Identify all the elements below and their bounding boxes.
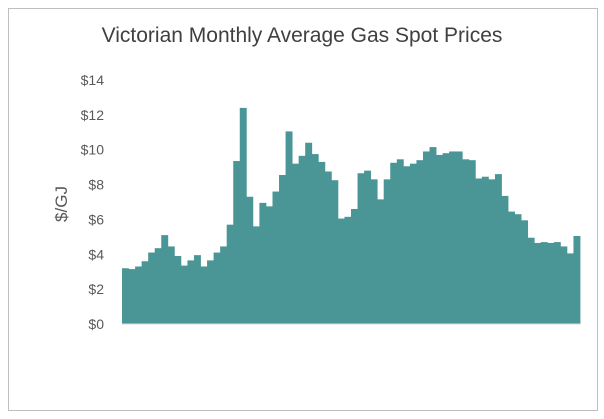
bar xyxy=(187,260,195,324)
bar xyxy=(122,268,129,324)
bar xyxy=(364,170,372,324)
bar xyxy=(573,235,581,324)
bar xyxy=(161,235,169,324)
bar xyxy=(298,155,306,324)
bar xyxy=(246,196,254,324)
bar xyxy=(396,159,404,324)
bar xyxy=(337,218,345,324)
y-tick-label: $8 xyxy=(88,177,104,193)
y-tick-label: $4 xyxy=(88,246,104,262)
bar xyxy=(239,107,247,324)
bar xyxy=(403,166,411,324)
bar xyxy=(259,202,267,324)
bar xyxy=(377,199,385,324)
bar xyxy=(357,173,365,324)
bar xyxy=(429,147,437,324)
bar xyxy=(449,151,457,324)
bar xyxy=(494,174,502,324)
bar xyxy=(534,242,542,324)
bar xyxy=(200,266,208,324)
y-tick-label: $12 xyxy=(81,107,105,123)
bar xyxy=(265,206,273,324)
y-tick-label: $0 xyxy=(88,316,104,332)
bar xyxy=(462,159,470,324)
chart-title: Victorian Monthly Average Gas Spot Price… xyxy=(101,24,503,47)
y-axis-ticks: $0 $2 $4 $6 $8 $10 $12 $14 xyxy=(81,72,105,332)
bar xyxy=(436,154,443,324)
bar xyxy=(292,163,300,324)
bar xyxy=(135,266,143,324)
bar xyxy=(167,246,175,324)
bars xyxy=(122,107,581,324)
bar xyxy=(553,242,561,324)
bar xyxy=(180,265,188,324)
bar xyxy=(508,211,515,324)
bar xyxy=(560,246,568,324)
bar xyxy=(475,178,483,324)
bar xyxy=(370,179,378,324)
bar xyxy=(305,142,313,324)
bar xyxy=(272,191,280,324)
bar xyxy=(154,248,162,324)
bar xyxy=(279,174,286,324)
bar xyxy=(501,195,509,324)
bar xyxy=(233,161,241,324)
bar xyxy=(174,256,182,324)
bar xyxy=(351,208,358,324)
bar xyxy=(409,163,417,324)
bar xyxy=(285,131,293,324)
bar xyxy=(442,153,450,324)
bar xyxy=(468,160,476,324)
bar xyxy=(220,246,228,324)
bar xyxy=(514,214,522,324)
bar xyxy=(481,176,489,324)
y-tick-label: $6 xyxy=(88,211,104,227)
bar xyxy=(252,226,260,324)
y-tick-label: $2 xyxy=(88,281,104,297)
bar xyxy=(226,224,234,324)
bar xyxy=(148,252,156,324)
bar xyxy=(331,180,339,324)
bar xyxy=(193,255,201,324)
bar xyxy=(390,162,398,324)
y-axis-label: $/GJ xyxy=(52,186,71,222)
bar xyxy=(488,179,496,324)
bar xyxy=(547,242,555,324)
bar xyxy=(213,252,221,324)
bar xyxy=(324,171,332,324)
y-tick-label: $14 xyxy=(81,72,105,88)
bar xyxy=(540,242,548,324)
bar xyxy=(344,216,352,324)
bar xyxy=(566,253,574,324)
bar xyxy=(416,160,424,324)
bar xyxy=(318,161,326,324)
bar xyxy=(207,260,214,324)
bar xyxy=(527,237,535,324)
y-tick-label: $10 xyxy=(81,142,105,158)
bar xyxy=(521,220,529,324)
bar xyxy=(311,154,319,324)
bar xyxy=(383,179,391,324)
bar xyxy=(141,261,149,324)
bar xyxy=(128,269,136,324)
bar xyxy=(422,151,430,324)
bar xyxy=(455,151,463,324)
